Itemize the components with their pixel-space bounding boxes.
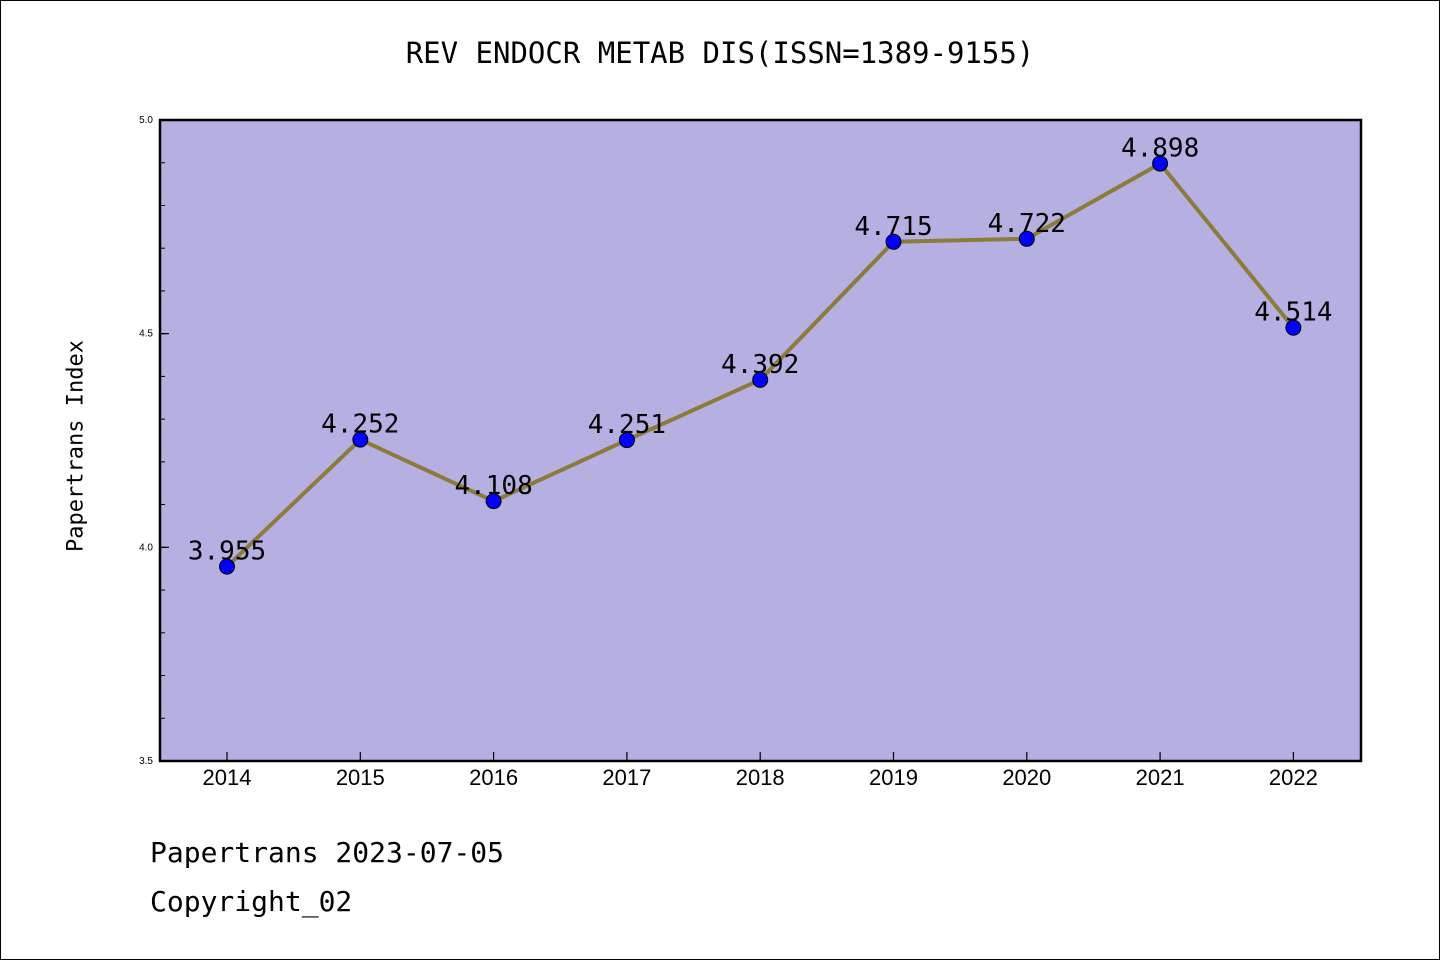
data-point <box>1285 319 1302 336</box>
x-tick-label: 2015 <box>336 765 385 790</box>
data-point <box>485 493 502 510</box>
data-point <box>1018 230 1035 247</box>
data-point <box>618 432 635 449</box>
x-tick-label: 2016 <box>469 765 518 790</box>
y-tick-label: 4.5 <box>139 329 153 340</box>
x-tick-label: 2014 <box>203 765 252 790</box>
x-tick-label: 2019 <box>869 765 918 790</box>
data-point <box>885 233 902 250</box>
plot-area <box>160 120 1361 761</box>
y-tick-label: 5.0 <box>139 115 153 126</box>
chart-title: REV ENDOCR METAB DIS(ISSN=1389-9155) <box>405 36 1035 70</box>
x-axis-ticks: 2014 2015 2016 2017 2018 2019 2020 2021 2022 <box>203 752 1318 790</box>
x-tick-label: 2021 <box>1136 765 1185 790</box>
footer-date: Papertrans 2023-07-05 <box>150 836 505 869</box>
x-tick-label: 2020 <box>1002 765 1051 790</box>
data-point <box>352 431 369 448</box>
footer-copyright: Copyright_02 <box>150 885 353 918</box>
data-point <box>752 371 769 388</box>
y-tick-label: 3.5 <box>139 756 153 767</box>
data-point <box>1152 155 1169 172</box>
x-tick-label: 2017 <box>602 765 651 790</box>
plot-border <box>158 118 1363 763</box>
x-tick-label: 2018 <box>736 765 785 790</box>
x-tick-label: 2022 <box>1269 765 1318 790</box>
y-tick-label: 4.0 <box>139 542 153 553</box>
data-point <box>219 558 235 575</box>
